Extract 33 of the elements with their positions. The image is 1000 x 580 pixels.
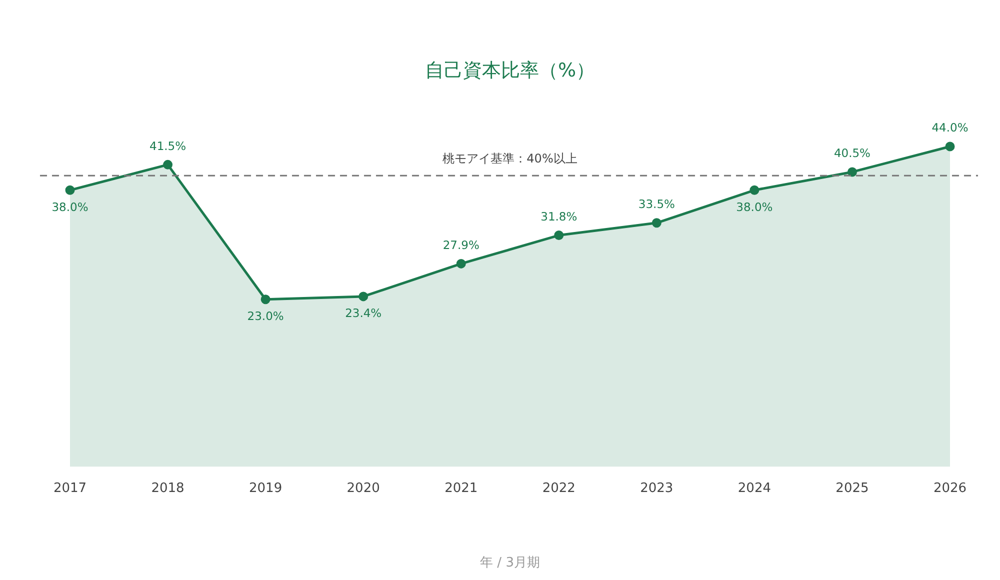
data-label: 23.4%	[345, 306, 382, 320]
x-tick-label: 2026	[933, 480, 967, 496]
x-tick-label: 2018	[151, 480, 184, 496]
point	[456, 258, 466, 268]
x-tick-label: 2021	[444, 480, 478, 496]
x-tick-label: 2022	[542, 480, 576, 496]
point	[554, 230, 564, 240]
data-label: 40.5%	[834, 146, 871, 160]
x-axis-title: 年 / 3月期	[480, 556, 540, 571]
point	[163, 160, 173, 170]
point	[847, 167, 857, 177]
x-tick-label: 2024	[738, 480, 771, 496]
point	[260, 294, 270, 304]
x-tick-label: 2023	[640, 480, 674, 496]
data-label: 44.0%	[932, 120, 968, 135]
x-tick-label: 2025	[836, 480, 869, 496]
point	[358, 292, 368, 302]
data-label: 31.8%	[540, 210, 578, 224]
data-label: 33.5%	[638, 197, 675, 212]
data-label: 38.0%	[52, 200, 88, 214]
point	[652, 218, 662, 228]
point	[65, 185, 75, 195]
point	[750, 185, 760, 195]
data-label: 27.9%	[442, 238, 480, 252]
data-label: 23.0%	[247, 309, 284, 324]
data-label: 41.5%	[150, 138, 186, 153]
x-tick-label: 2020	[346, 480, 380, 496]
ref-line-label: 桃モアイ基準：40%以上	[442, 152, 578, 166]
point	[945, 142, 955, 152]
chart-title: 自己資本比率（%）	[424, 59, 596, 82]
data-label: 38.0%	[736, 200, 773, 214]
x-tick-label: 2019	[249, 480, 282, 496]
x-tick-label: 2017	[53, 480, 87, 496]
